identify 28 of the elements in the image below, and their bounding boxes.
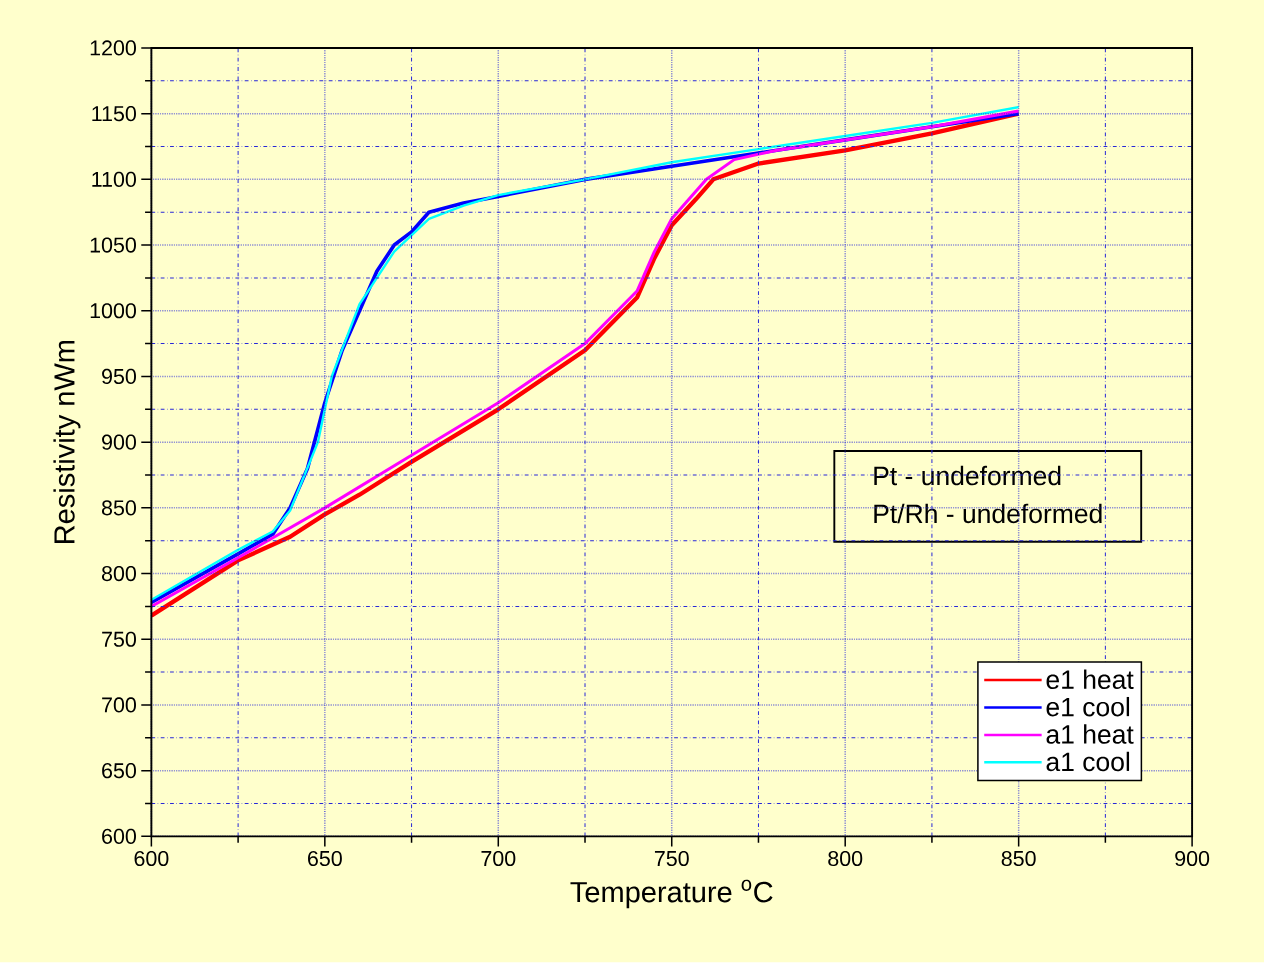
y-tick-label: 950 xyxy=(102,369,136,385)
annotation: Pt/Rh - undeformed xyxy=(874,503,1102,524)
annotation: Pt - undeformed xyxy=(874,466,1061,486)
y-tick-label: 1200 xyxy=(90,40,136,56)
y-tick-label: 1150 xyxy=(92,106,136,122)
y-tick-label: 1100 xyxy=(92,171,136,188)
y-tick-label: 650 xyxy=(102,763,136,779)
y-tick-label: 750 xyxy=(102,631,136,648)
y-tick-label: 600 xyxy=(102,829,136,845)
y-tick-label: 850 xyxy=(101,500,136,516)
y-tick-label: 1000 xyxy=(90,303,136,319)
x-tick-label: 700 xyxy=(481,851,516,867)
y-tick-label: 900 xyxy=(102,434,136,450)
x-tick-label: 850 xyxy=(1001,851,1036,867)
x-tick-label: 650 xyxy=(308,851,342,867)
y-tick-label: 700 xyxy=(102,697,136,713)
x-axis-title: Temperature $^{o}$C xyxy=(570,880,773,909)
y-axis-title: Resistivity nWm xyxy=(53,341,81,544)
legend-label: e1 cool xyxy=(1046,697,1130,717)
legend-label: a1 heat xyxy=(1046,724,1134,745)
legend-label: a1 cool xyxy=(1046,752,1130,772)
y-tick-label: 800 xyxy=(101,566,136,582)
x-tick-label: 750 xyxy=(654,851,689,867)
x-tick-label: 900 xyxy=(1175,851,1210,867)
legend-label: e1 heat xyxy=(1046,669,1134,690)
y-tick-label: 1050 xyxy=(90,237,136,253)
x-tick-label: 800 xyxy=(828,851,863,867)
x-tick-label: 600 xyxy=(134,851,169,867)
